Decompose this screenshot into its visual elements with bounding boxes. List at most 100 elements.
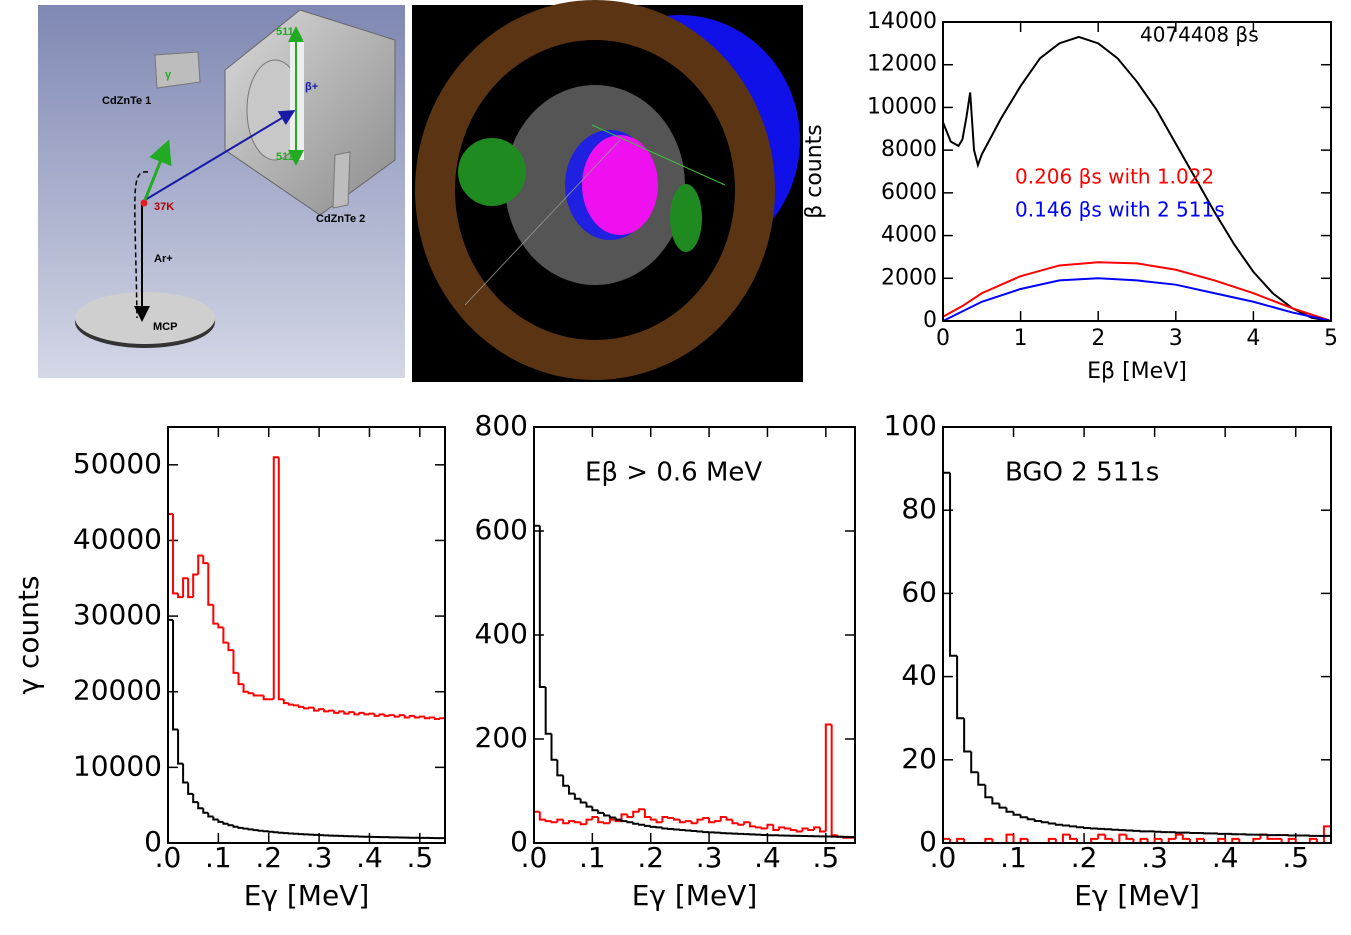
histogram-bin bbox=[187, 578, 194, 599]
histogram-bin bbox=[795, 830, 803, 833]
histogram-bin bbox=[673, 828, 680, 831]
plot-frame bbox=[942, 426, 1332, 844]
histogram-bin bbox=[638, 808, 645, 812]
histogram-bin bbox=[991, 797, 1000, 805]
histogram-bin bbox=[212, 604, 219, 625]
histogram-bin bbox=[423, 716, 430, 720]
histogram-bin bbox=[313, 707, 320, 712]
histogram-bin bbox=[192, 573, 199, 598]
histogram-bin bbox=[323, 709, 330, 713]
histogram-bin bbox=[242, 684, 249, 693]
y-tick-label: 0 bbox=[923, 308, 937, 333]
source-point bbox=[140, 199, 148, 207]
plot-frame bbox=[533, 426, 856, 844]
diagram-label: CdZnTe 1 bbox=[102, 95, 151, 107]
histogram-bin bbox=[649, 817, 657, 821]
histogram-bin bbox=[713, 820, 721, 823]
histogram-bin bbox=[818, 827, 826, 833]
x-tick-label: .2 bbox=[255, 841, 282, 874]
histogram-bin bbox=[262, 830, 269, 833]
x-axis-label: Eβ [MeV] bbox=[1087, 359, 1187, 384]
histogram-bin bbox=[632, 822, 640, 825]
histogram-bin bbox=[202, 808, 209, 814]
y-tick-label: 20 bbox=[901, 742, 937, 775]
histogram-bin bbox=[708, 818, 715, 824]
annotation: 0.146 βs with 2 511s bbox=[1015, 198, 1225, 222]
render-detector-2 bbox=[670, 184, 702, 252]
histogram-bin bbox=[413, 715, 420, 719]
histogram-bin bbox=[247, 828, 254, 831]
diagram-label: 37K bbox=[154, 201, 174, 213]
y-axis-label: γ counts bbox=[12, 575, 45, 694]
histogram-bin bbox=[202, 555, 209, 565]
histogram-bin bbox=[373, 713, 380, 717]
histogram-bin bbox=[292, 704, 299, 707]
histogram-bin bbox=[673, 818, 680, 821]
histogram-bin bbox=[684, 820, 692, 823]
histogram-bin bbox=[702, 817, 710, 820]
y-tick-label: 40000 bbox=[73, 522, 162, 555]
histogram-bin bbox=[608, 818, 616, 824]
histogram-bin bbox=[942, 471, 951, 843]
histogram-bin bbox=[1047, 822, 1056, 825]
ion-path bbox=[134, 171, 149, 319]
y-tick-label: 0 bbox=[144, 825, 162, 858]
detector-render bbox=[412, 0, 803, 382]
x-tick-label: .4 bbox=[356, 841, 383, 874]
data-line bbox=[942, 35, 1332, 322]
histogram-bin bbox=[550, 821, 558, 824]
histogram-bin bbox=[562, 819, 570, 825]
beta-arrow bbox=[144, 109, 296, 201]
histogram-bin bbox=[655, 826, 663, 829]
histogram-bin bbox=[343, 711, 350, 715]
histogram-bin bbox=[719, 832, 727, 835]
annotation: BGO 2 511s bbox=[1005, 458, 1159, 488]
histogram-bin bbox=[1118, 833, 1127, 843]
histogram-bin bbox=[1104, 834, 1113, 840]
x-axis-label: Eγ [MeV] bbox=[632, 879, 758, 912]
histogram-bin bbox=[388, 714, 395, 717]
histogram-bin bbox=[998, 803, 1007, 809]
histogram-bin bbox=[1139, 837, 1148, 843]
gamma-arrow bbox=[143, 139, 172, 201]
histogram-bin bbox=[227, 823, 234, 827]
histogram-bin bbox=[970, 751, 979, 774]
histogram-bin bbox=[318, 708, 325, 711]
y-axis-label: β counts bbox=[802, 124, 827, 219]
histogram-bin bbox=[1167, 837, 1176, 843]
x-tick-label: .3 bbox=[306, 841, 333, 874]
histogram-bin bbox=[1323, 834, 1332, 843]
x-tick-label: 1 bbox=[1014, 326, 1028, 351]
histogram-bin bbox=[1252, 837, 1261, 843]
histogram-bin bbox=[1322, 825, 1332, 843]
histogram-bin bbox=[743, 821, 750, 825]
mcp-plate bbox=[75, 292, 215, 344]
histogram-bin bbox=[1217, 837, 1226, 843]
diagram-label: 511 bbox=[276, 26, 294, 38]
x-tick-label: .5 bbox=[812, 841, 839, 874]
chart: 0 20 40 60 80 100 .0 .1 .2 .3 .4 .5 Eγ [MeV] BGO 2 51… bbox=[884, 409, 1332, 912]
histogram-bin bbox=[247, 691, 254, 695]
histogram-bin bbox=[1076, 826, 1085, 829]
histogram-bin bbox=[573, 821, 581, 824]
histogram-bin bbox=[1054, 823, 1063, 826]
histogram-bin bbox=[956, 655, 965, 720]
histogram-bin bbox=[403, 715, 410, 719]
histogram-bin bbox=[603, 822, 610, 825]
histogram-bin bbox=[1174, 833, 1183, 839]
histogram-bin bbox=[556, 759, 564, 777]
x-tick-label: .5 bbox=[1282, 841, 1309, 874]
histogram-bin bbox=[308, 706, 315, 709]
detector-1 bbox=[154, 51, 201, 89]
histogram-bin bbox=[690, 821, 698, 825]
y-tick-label: 30000 bbox=[73, 598, 162, 631]
histogram-bin bbox=[232, 650, 239, 674]
histogram-bin bbox=[287, 703, 294, 706]
histogram-bin bbox=[661, 827, 669, 830]
histogram-bin bbox=[232, 825, 239, 828]
histogram-bin bbox=[597, 817, 605, 824]
histogram-bin bbox=[632, 810, 640, 817]
x-tick-label: .4 bbox=[754, 841, 781, 874]
histogram-bin bbox=[984, 784, 993, 799]
histogram-bin bbox=[418, 715, 425, 718]
